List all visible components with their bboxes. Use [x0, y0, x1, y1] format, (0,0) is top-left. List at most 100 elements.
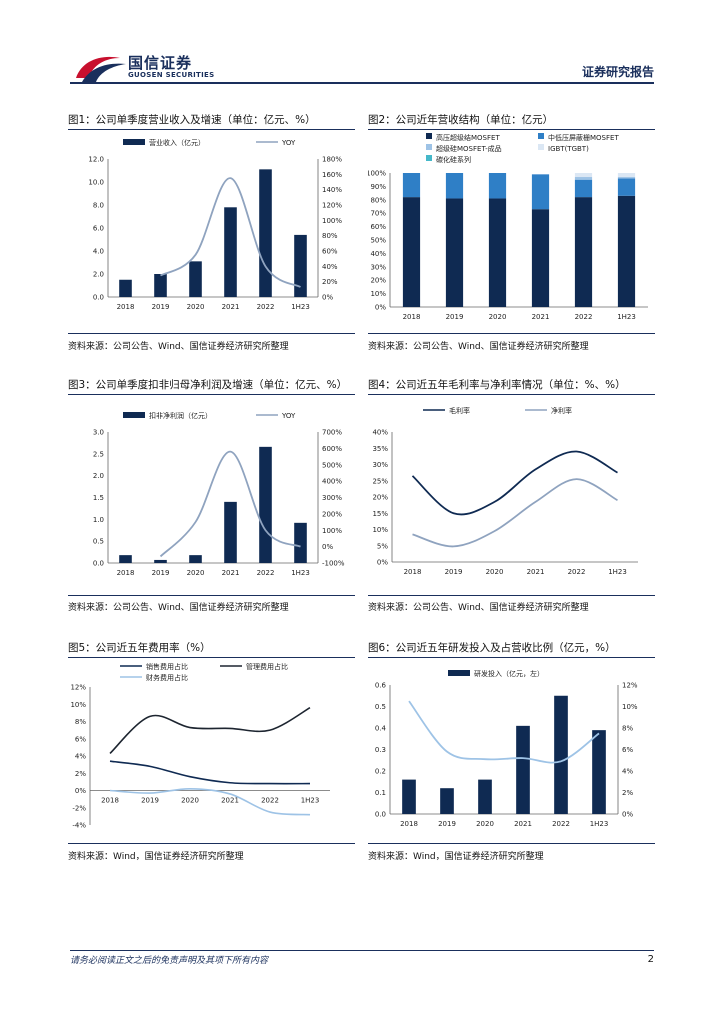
figure-2-legend-swatch [426, 144, 432, 150]
footer-rule [70, 950, 654, 951]
figure-3-ytick-label: 1.5 [93, 494, 104, 502]
figure-3-y2tick-label: 700% [322, 429, 342, 437]
figure-1-y2tick-label: 20% [322, 278, 338, 286]
figure-2-xtick-label: 2020 [489, 313, 507, 321]
figure-1-panel: 图1：公司单季度营业收入及增速（单位：亿元、%） 0.0 2.0 4.0 6.0 8.0… [68, 112, 355, 357]
figure-1-y2tick-label: 80% [322, 232, 338, 240]
figure-1-ytick-label: 2.0 [93, 271, 104, 279]
figure-1-xtick-label: 2022 [257, 303, 275, 311]
figure-2-stack-segment [617, 178, 636, 196]
figure-5-line-series [109, 787, 311, 816]
figure-2-bottom-rule [368, 333, 655, 334]
figure-2-ytick-label: 40% [370, 250, 386, 258]
figure-4-source: 资料来源：公司公告、Wind、国信证券经济研究所整理 [368, 603, 589, 613]
figure-3-source: 资料来源：公司公告、Wind、国信证券经济研究所整理 [68, 603, 289, 613]
figure-5-ytick-label: 4% [75, 753, 86, 761]
figure-6-line-series [408, 700, 600, 764]
figure-2-legend-label: 超级硅MOSFET-成品 [436, 144, 502, 153]
figure-5-ytick-label: -4% [72, 822, 86, 830]
figure-5-title: 图5：公司近五年费用率（%） [68, 642, 211, 654]
figure-3-y2tick-label: -100% [322, 560, 345, 568]
figure-1-y2tick-label: 40% [322, 263, 338, 271]
footer-disclaimer: 请务必阅读正文之后的免责声明及其项下所有内容 [70, 956, 269, 966]
figure-4-ytick-label: 5% [377, 542, 388, 550]
figure-6-title: 图6：公司近五年研发投入及占营收比例（亿元，%） [368, 642, 616, 654]
figure-2-legend-label: IGBT(TGBT) [548, 145, 589, 153]
figure-4-line-series [412, 478, 618, 548]
figure-5-legend-label: 财务费用占比 [146, 673, 188, 682]
figure-1-top-rule [68, 129, 355, 130]
figure-6-xtick-label: 2018 [400, 820, 418, 828]
figure-2-xtick-label: 2022 [575, 313, 593, 321]
figure-5-xtick-label: 2020 [181, 797, 199, 805]
figure-2-ytick-label: 50% [370, 237, 386, 245]
figure-2-legend-label: 高压超级结MOSFET [436, 133, 500, 142]
figure-5-ytick-label: 0% [75, 787, 86, 795]
figure-2-ytick-label: 20% [370, 277, 386, 285]
figure-5-bottom-rule [68, 843, 355, 844]
figure-3-y2tick-label: 600% [322, 445, 342, 453]
figure-1-source: 资料来源：公司公告、Wind、国信证券经济研究所整理 [68, 342, 289, 352]
figure-3-bar [189, 555, 202, 563]
figure-6-bar [592, 730, 606, 814]
figure-3-xtick-label: 2018 [117, 569, 135, 577]
figure-1-bar [294, 234, 307, 297]
figure-4-xtick-label: 2018 [404, 568, 422, 576]
figure-3-bar [259, 446, 272, 563]
figure-3-bar [119, 555, 132, 563]
figure-4-xtick-label: 2022 [568, 568, 586, 576]
figure-2-xtick-label: 2018 [403, 313, 421, 321]
figure-1-ytick-label: 10.0 [88, 179, 104, 187]
figure-1-xtick-label: 2018 [117, 303, 135, 311]
figure-2-stack-segment [617, 177, 636, 179]
figure-4-ytick-label: 10% [372, 526, 388, 534]
guosen-logo-icon [76, 56, 126, 82]
figure-2-stack-segment [445, 173, 464, 199]
figure-2-stack-segment [574, 179, 593, 198]
figure-3-y2tick-label: 200% [322, 510, 342, 518]
figure-3-y2tick-label: 400% [322, 478, 342, 486]
figure-3-xtick-label: 2019 [152, 569, 170, 577]
figure-4-ytick-label: 30% [372, 461, 388, 469]
figure-3-xtick-label: 2022 [257, 569, 275, 577]
figure-4-legend-label: 净利率 [551, 406, 572, 415]
figure-6-ytick-label: 0.1 [375, 789, 386, 797]
figure-6-bar [402, 779, 416, 814]
figure-6-bar [478, 779, 492, 814]
figure-2-ytick-label: 30% [370, 263, 386, 271]
figure-5-ytick-label: 6% [75, 735, 86, 743]
figure-2-stack-segment [531, 209, 550, 307]
figure-5-legend-label: 销售费用占比 [146, 662, 188, 671]
figure-3-xtick-label: 2021 [222, 569, 240, 577]
figure-6-ytick-label: 0.2 [375, 768, 386, 776]
figure-1-y2tick-label: 180% [322, 156, 342, 164]
figure-2-legend-swatch [426, 155, 432, 161]
figure-4-chart: 0% 5% 10% 15% 20% 25% 30% 35% 40% 2018 2019 2020 202… [372, 406, 638, 576]
figure-6-y2tick-label: 2% [622, 789, 633, 797]
figure-3-chart: 0.0 0.5 1.0 1.5 2.0 2.5 3.0 -100% 0% 100% 200% 300%… [93, 411, 345, 577]
figure-6-bottom-rule [368, 843, 655, 844]
figure-1-bar [259, 169, 272, 297]
figure-1-xtick-label: 2019 [152, 303, 170, 311]
figure-2-stack-segment [402, 173, 421, 198]
figure-2-xtick-label: 1H23 [617, 313, 636, 321]
figure-3-bar [154, 559, 167, 563]
figure-1-y2tick-label: 60% [322, 248, 338, 256]
figure-6-y2tick-label: 8% [622, 725, 633, 733]
figure-1-title: 图1：公司单季度营业收入及增速（单位：亿元、%） [68, 114, 316, 126]
figure-1-bar [119, 279, 132, 297]
figure-2-legend-swatch [538, 144, 544, 150]
figure-1-bar [189, 261, 202, 297]
figure-6-bar [440, 788, 454, 814]
figure-5-ytick-label: -2% [72, 804, 86, 812]
figure-6-y2tick-label: 4% [622, 768, 633, 776]
figure-5-ytick-label: 10% [70, 701, 86, 709]
figure-3-xtick-label: 1H23 [291, 569, 310, 577]
figure-1-xtick-label: 2020 [187, 303, 205, 311]
figure-2-ytick-label: 70% [370, 210, 386, 218]
figure-3-y2tick-label: 100% [322, 527, 342, 535]
figure-1-y2tick-label: 0% [322, 294, 333, 302]
figure-3-legend-label: YOY [281, 412, 296, 420]
figure-1-bottom-rule [68, 333, 355, 334]
figure-2-xtick-label: 2021 [532, 313, 550, 321]
